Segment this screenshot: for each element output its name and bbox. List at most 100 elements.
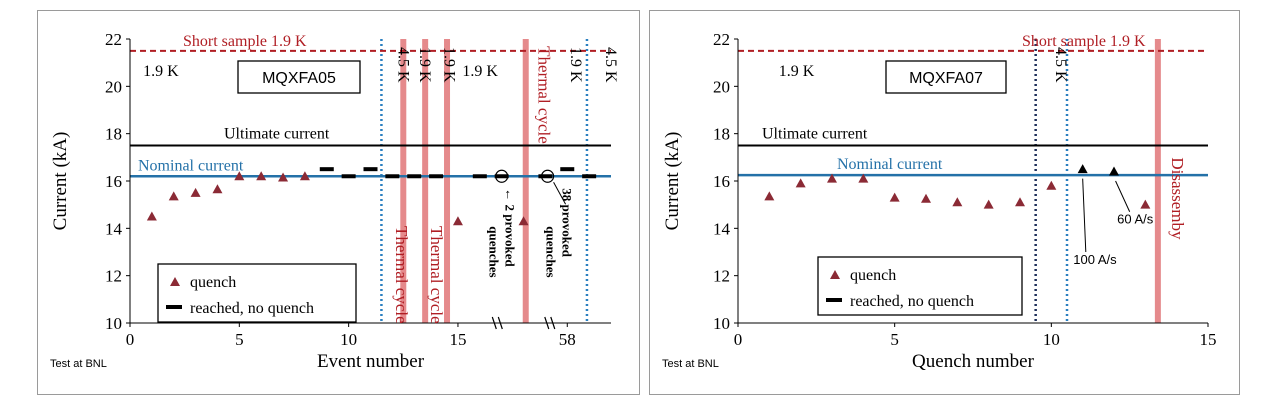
provoked-quench-arrow xyxy=(553,182,567,205)
legend-box xyxy=(817,256,1023,316)
disassembly-label: Disassemby xyxy=(1168,157,1187,240)
y-tick-label: 14 xyxy=(713,219,731,238)
y-tick-label: 12 xyxy=(105,267,122,286)
magnet-label-box xyxy=(885,60,1007,94)
temperature-label: 1.9 K xyxy=(143,63,179,80)
quench-marker xyxy=(921,193,931,203)
chart-panel-mqxfa07: Short sample 1.9 K Ultimate current Nomina… xyxy=(649,10,1240,395)
magnet-label-box xyxy=(237,60,361,94)
thermal-cycle-band xyxy=(1154,39,1161,323)
temperature-label-vertical: 4.5 K xyxy=(1052,47,1069,83)
thermal-cycle-band xyxy=(422,39,429,323)
ramp-rate-label: 60 A/s xyxy=(1117,212,1154,227)
y-tick-label: 14 xyxy=(105,219,123,238)
x-tick-label: 15 xyxy=(1200,330,1217,349)
y-tick-label: 20 xyxy=(713,77,730,96)
x-tick-label: 0 xyxy=(734,330,743,349)
temperature-label: 1.9 K xyxy=(779,63,815,80)
quench-marker xyxy=(952,197,963,207)
temperature-label-vertical: 4.5 K xyxy=(394,47,411,83)
x-axis-label: Quench number xyxy=(912,351,1035,372)
x-axis-label: Event number xyxy=(317,351,425,372)
provoked-quench-label: 38 provoked xyxy=(560,188,575,258)
y-tick-label: 10 xyxy=(105,314,122,333)
legend-box xyxy=(157,263,357,323)
y-tick-label: 10 xyxy=(713,314,730,333)
temperature-label: 1.9 K xyxy=(462,63,498,80)
legend-label: reached, no quench xyxy=(850,293,974,310)
y-tick-label: 22 xyxy=(713,30,730,49)
x-tick-label: 10 xyxy=(1043,330,1060,349)
axis-break-mark xyxy=(544,316,550,330)
x-tick-label: 10 xyxy=(340,330,357,349)
quench-marker xyxy=(234,171,245,181)
magnet-label: MQXFA05 xyxy=(262,70,336,87)
quench-marker xyxy=(764,191,775,201)
ramp-rate-label: 100 A/s xyxy=(1073,252,1117,267)
legend-quench-marker xyxy=(830,270,840,279)
legend-label: reached, no quench xyxy=(190,300,314,317)
y-axis-label: Current (kA) xyxy=(50,132,71,231)
x-tick-label: 5 xyxy=(890,330,899,349)
y-tick-label: 18 xyxy=(713,125,730,144)
quench-marker xyxy=(452,216,463,226)
thermal-cycle-band xyxy=(522,39,529,323)
thermal-cycle-band xyxy=(400,39,407,323)
nominal-current-label: Nominal current xyxy=(837,156,943,173)
y-tick-label: 20 xyxy=(105,77,122,96)
x-tick-label: 15 xyxy=(449,330,466,349)
provoked-quench-circle xyxy=(495,169,509,183)
y-tick-label: 18 xyxy=(105,125,122,144)
magnet-label: MQXFA07 xyxy=(909,70,983,87)
quench-marker xyxy=(299,171,310,181)
short-sample-label: Short sample 1.9 K xyxy=(1022,33,1146,50)
ultimate-current-label: Ultimate current xyxy=(224,126,330,143)
chart-mqxfa07: Short sample 1.9 K Ultimate current Nomina… xyxy=(662,30,1217,372)
x-tick-label: 5 xyxy=(235,330,244,349)
quench-marker xyxy=(190,187,201,197)
temperature-label-vertical: 1.9 K xyxy=(416,47,433,83)
thermal-cycle-label: Thermal cycle xyxy=(427,226,446,324)
provoked-quench-label: ← 2 provoked xyxy=(503,188,518,267)
temperature-label-vertical: 4.5 K xyxy=(602,47,619,83)
legend-quench-marker xyxy=(170,277,180,286)
quench-marker xyxy=(889,192,900,202)
legend-label: quench xyxy=(190,274,236,291)
chart-mqxfa05: Short sample 1.9 K Ultimate current Nomina… xyxy=(50,30,619,372)
thermal-cycle-band xyxy=(444,39,451,323)
axis-break-mark xyxy=(550,316,556,330)
chart-panel-mqxfa05: Short sample 1.9 K Ultimate current Nomina… xyxy=(37,10,640,395)
quench-marker xyxy=(795,178,806,188)
axis-break-mark xyxy=(497,316,503,330)
y-tick-label: 12 xyxy=(713,267,730,286)
x-tick-label: 0 xyxy=(126,330,135,349)
y-tick-label: 16 xyxy=(713,172,730,191)
temperature-label-vertical: 1.9 K xyxy=(567,47,584,83)
quench-marker xyxy=(278,172,289,182)
ramp-rate-arrow xyxy=(1115,180,1131,212)
y-tick-label: 16 xyxy=(105,172,122,191)
axis-break-mark xyxy=(491,316,497,330)
quench-marker xyxy=(1015,197,1025,207)
quench-marker xyxy=(858,173,869,183)
test-site-label: Test at BNL xyxy=(50,358,107,370)
ramp-rate-quench-marker xyxy=(1077,164,1088,174)
quench-marker xyxy=(827,173,837,183)
y-tick-label: 22 xyxy=(105,30,122,49)
quench-marker xyxy=(1140,199,1151,209)
quench-marker xyxy=(518,216,529,226)
y-axis-label: Current (kA) xyxy=(662,132,683,231)
provoked-quench-label: quenches xyxy=(487,226,502,277)
quench-marker xyxy=(146,211,157,221)
nominal-current-label: Nominal current xyxy=(138,157,244,174)
legend-label: quench xyxy=(850,267,896,284)
short-sample-label: Short sample 1.9 K xyxy=(183,33,307,50)
ramp-rate-arrow xyxy=(1082,178,1087,253)
quench-marker xyxy=(1046,180,1057,190)
quench-marker xyxy=(983,199,994,209)
thermal-cycle-label: Thermal cycle xyxy=(392,226,411,324)
provoked-quench-label: quenches xyxy=(544,226,559,277)
ultimate-current-label: Ultimate current xyxy=(762,126,868,143)
ramp-rate-quench-marker xyxy=(1109,166,1119,176)
quench-marker xyxy=(256,171,267,181)
